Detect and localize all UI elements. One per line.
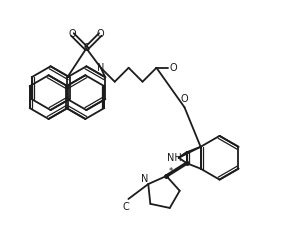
- Text: N: N: [140, 174, 148, 184]
- Text: NH: NH: [167, 153, 182, 163]
- Text: S: S: [83, 44, 89, 53]
- Text: C: C: [122, 202, 129, 212]
- Text: *: *: [168, 166, 173, 175]
- Text: O: O: [181, 94, 188, 104]
- Text: O: O: [170, 63, 177, 73]
- Text: O: O: [68, 30, 76, 39]
- Text: O: O: [97, 30, 104, 39]
- Text: N: N: [97, 63, 105, 73]
